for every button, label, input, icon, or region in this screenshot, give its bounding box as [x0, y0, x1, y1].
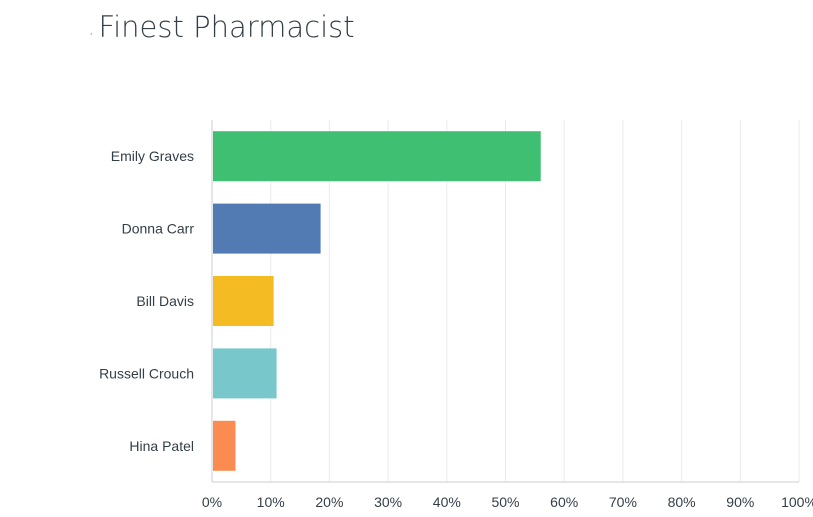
x-tick-label: 30% — [374, 494, 402, 510]
category-label: Emily Graves — [111, 148, 194, 164]
title-mark: , — [90, 27, 93, 36]
bar — [213, 420, 236, 471]
x-tick-label: 70% — [609, 494, 637, 510]
bar — [213, 203, 321, 254]
category-label: Hina Patel — [129, 438, 194, 454]
chart-title: Finest Pharmacist — [98, 10, 355, 44]
category-label: Donna Carr — [122, 221, 195, 237]
category-labels: Emily Graves Donna Carr Bill Davis Russell … — [99, 148, 194, 454]
x-tick-label: 0% — [202, 494, 222, 510]
x-tick-label: 20% — [315, 494, 343, 510]
bar — [213, 276, 274, 326]
x-tick-label: 50% — [491, 494, 519, 510]
category-label: Russell Crouch — [99, 365, 194, 381]
category-label: Bill Davis — [136, 293, 194, 309]
x-tick-label: 60% — [550, 494, 578, 510]
title-row: , Finest Pharmacist — [90, 2, 355, 42]
tick-labels: 0% 10% 20% 30% 40% 50% 60% 70% 80% 90% 100% — [202, 494, 813, 510]
x-tick-label: 100% — [781, 494, 813, 510]
x-tick-label: 90% — [726, 494, 754, 510]
x-tick-label: 80% — [668, 494, 696, 510]
x-tick-label: 10% — [257, 494, 285, 510]
x-tick-label: 40% — [433, 494, 461, 510]
bar — [213, 131, 541, 182]
bars — [213, 131, 541, 471]
bar — [213, 348, 277, 399]
